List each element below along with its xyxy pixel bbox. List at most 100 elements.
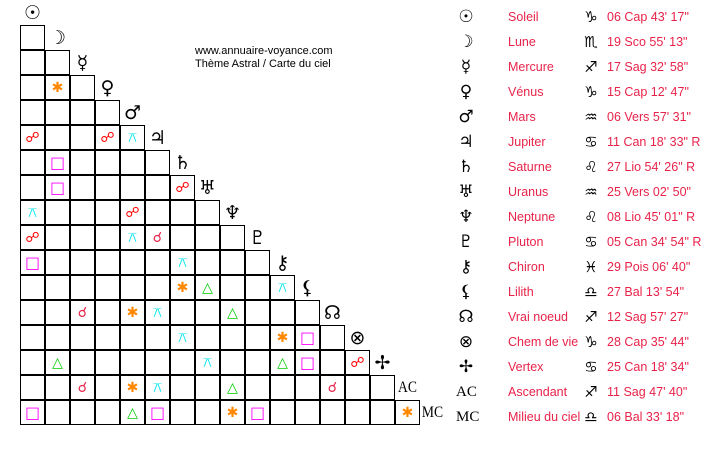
planet-name: Ascendant bbox=[508, 385, 568, 399]
aspect-cell bbox=[120, 325, 145, 350]
planet-position: 11 Sag 47' 40" bbox=[607, 385, 688, 399]
grid-planet-symbol-icon: ☊ bbox=[324, 301, 341, 324]
trine-aspect-icon: △ bbox=[127, 404, 138, 421]
planet-name: Jupiter bbox=[508, 135, 546, 149]
aspect-cell: □ bbox=[20, 400, 45, 425]
aspect-cell bbox=[95, 400, 120, 425]
aspect-cell: □ bbox=[20, 250, 45, 275]
aspect-cell bbox=[145, 325, 170, 350]
aspect-cell bbox=[45, 300, 70, 325]
aspect-cell bbox=[20, 325, 45, 350]
aspect-cell bbox=[70, 175, 95, 200]
aspect-cell bbox=[70, 150, 95, 175]
aspect-cell: ⚻ bbox=[145, 375, 170, 400]
zodiac-sign-icon: ♎ bbox=[584, 408, 598, 426]
sextile-aspect-icon: ✱ bbox=[126, 304, 139, 321]
planet-row: ✢ Vertex ♋ 25 Can 18' 34" bbox=[450, 355, 705, 380]
aspect-cell bbox=[195, 300, 220, 325]
planet-position: 05 Can 34' 54" R bbox=[607, 235, 702, 249]
aspect-cell bbox=[220, 350, 245, 375]
aspect-cell bbox=[220, 225, 245, 250]
zodiac-sign-icon: ♑ bbox=[584, 83, 598, 101]
aspect-cell: ✱ bbox=[220, 400, 245, 425]
zodiac-sign-icon: ♐ bbox=[584, 308, 598, 326]
planet-row: ♄ Saturne ♌ 27 Lio 54' 26" R bbox=[450, 155, 705, 180]
aspect-cell bbox=[245, 325, 270, 350]
aspect-cell: ⚻ bbox=[120, 225, 145, 250]
aspect-cell bbox=[170, 400, 195, 425]
aspect-cell bbox=[70, 325, 95, 350]
planet-position: 06 Bal 33' 18" bbox=[607, 410, 685, 424]
aspect-cell bbox=[45, 375, 70, 400]
zodiac-sign-icon: ♒ bbox=[584, 183, 598, 201]
aspect-grid: ☉ ☽ ☿ ♀ ✱ ♂ ♃ ☍ ☍ ⚻ ♄ □ ♅ □ ☍ ♆ ⚻ ☍ ♇ ☍ ⚻ ☌ ⚷ □ ⚻ ⚸ ✱ △ ⚻ ☊ ☌ ✱ ⚻ △ ⊗ ⚻ ✱ □ ✢ △… bbox=[20, 2, 443, 425]
zodiac-sign-icon: ♌ bbox=[584, 208, 598, 226]
grid-planet-symbol-icon: ⚷ bbox=[275, 251, 290, 274]
aspect-cell bbox=[145, 150, 170, 175]
aspect-cell bbox=[245, 250, 270, 275]
aspect-cell bbox=[370, 400, 395, 425]
planet-name: Vrai noeud bbox=[508, 310, 568, 324]
aspect-cell: △ bbox=[220, 300, 245, 325]
grid-planet-symbol-icon: ♃ bbox=[148, 126, 167, 149]
opposition-aspect-icon: ☍ bbox=[350, 354, 365, 371]
planet-symbol-icon: ☊ bbox=[458, 307, 474, 327]
zodiac-sign-icon: ♋ bbox=[584, 133, 598, 151]
aspect-cell: □ bbox=[245, 400, 270, 425]
aspect-cell bbox=[45, 400, 70, 425]
aspect-cell bbox=[170, 350, 195, 375]
quincunx-aspect-icon: ⚻ bbox=[177, 254, 188, 271]
aspect-cell bbox=[95, 275, 120, 300]
aspect-cell bbox=[70, 275, 95, 300]
grid-planet-symbol-icon: ♇ bbox=[248, 226, 267, 249]
aspect-cell bbox=[270, 400, 295, 425]
planet-row: MC Milieu du ciel ♎ 06 Bal 33' 18" bbox=[450, 405, 705, 430]
planet-position: 08 Lio 45' 01" R bbox=[607, 210, 696, 224]
aspect-cell bbox=[120, 350, 145, 375]
aspect-cell bbox=[295, 375, 320, 400]
aspect-cell: ⚻ bbox=[145, 300, 170, 325]
aspect-cell bbox=[70, 250, 95, 275]
trine-aspect-icon: △ bbox=[202, 279, 213, 296]
aspect-cell: ☌ bbox=[320, 375, 345, 400]
planet-row: ♆ Neptune ♌ 08 Lio 45' 01" R bbox=[450, 205, 705, 230]
aspect-cell: ☍ bbox=[120, 200, 145, 225]
planet-position: 06 Cap 43' 17" bbox=[607, 10, 689, 24]
aspect-cell: ⚻ bbox=[170, 250, 195, 275]
conjunction-aspect-icon: ☌ bbox=[152, 229, 163, 246]
planet-symbol-icon: ♇ bbox=[458, 232, 474, 252]
grid-planet-symbol-icon: ♆ bbox=[223, 201, 242, 224]
aspect-cell bbox=[295, 300, 320, 325]
planet-row: ⚸ Lilith ♎ 27 Bal 13' 54" bbox=[450, 280, 705, 305]
zodiac-sign-icon: ♎ bbox=[584, 283, 598, 301]
sextile-aspect-icon: ✱ bbox=[276, 329, 289, 346]
quincunx-aspect-icon: ⚻ bbox=[152, 379, 163, 396]
grid-planet-symbol-icon: ♅ bbox=[198, 176, 217, 199]
aspect-cell bbox=[220, 250, 245, 275]
planet-name: Uranus bbox=[508, 185, 549, 199]
aspect-cell: ☍ bbox=[345, 350, 370, 375]
aspect-cell bbox=[320, 325, 345, 350]
aspect-cell bbox=[145, 200, 170, 225]
aspect-cell bbox=[45, 325, 70, 350]
aspect-cell bbox=[95, 375, 120, 400]
aspect-cell bbox=[145, 350, 170, 375]
aspect-cell bbox=[170, 200, 195, 225]
aspect-cell: ✱ bbox=[45, 75, 70, 100]
aspect-cell bbox=[195, 400, 220, 425]
aspect-cell bbox=[170, 300, 195, 325]
aspect-cell bbox=[95, 100, 120, 125]
aspect-cell: ☍ bbox=[170, 175, 195, 200]
aspect-cell bbox=[70, 225, 95, 250]
aspect-cell bbox=[45, 200, 70, 225]
planet-name: Soleil bbox=[508, 10, 539, 24]
aspect-cell: □ bbox=[295, 350, 320, 375]
aspect-cell: ☌ bbox=[70, 375, 95, 400]
square-aspect-icon: □ bbox=[149, 402, 166, 422]
grid-planet-symbol-icon: ♄ bbox=[173, 151, 192, 174]
grid-planet-symbol-icon: ☿ bbox=[76, 51, 89, 74]
quincunx-aspect-icon: ⚻ bbox=[152, 304, 163, 321]
aspect-cell bbox=[370, 375, 395, 400]
aspect-cell: ☌ bbox=[145, 225, 170, 250]
sextile-aspect-icon: ✱ bbox=[176, 279, 189, 296]
